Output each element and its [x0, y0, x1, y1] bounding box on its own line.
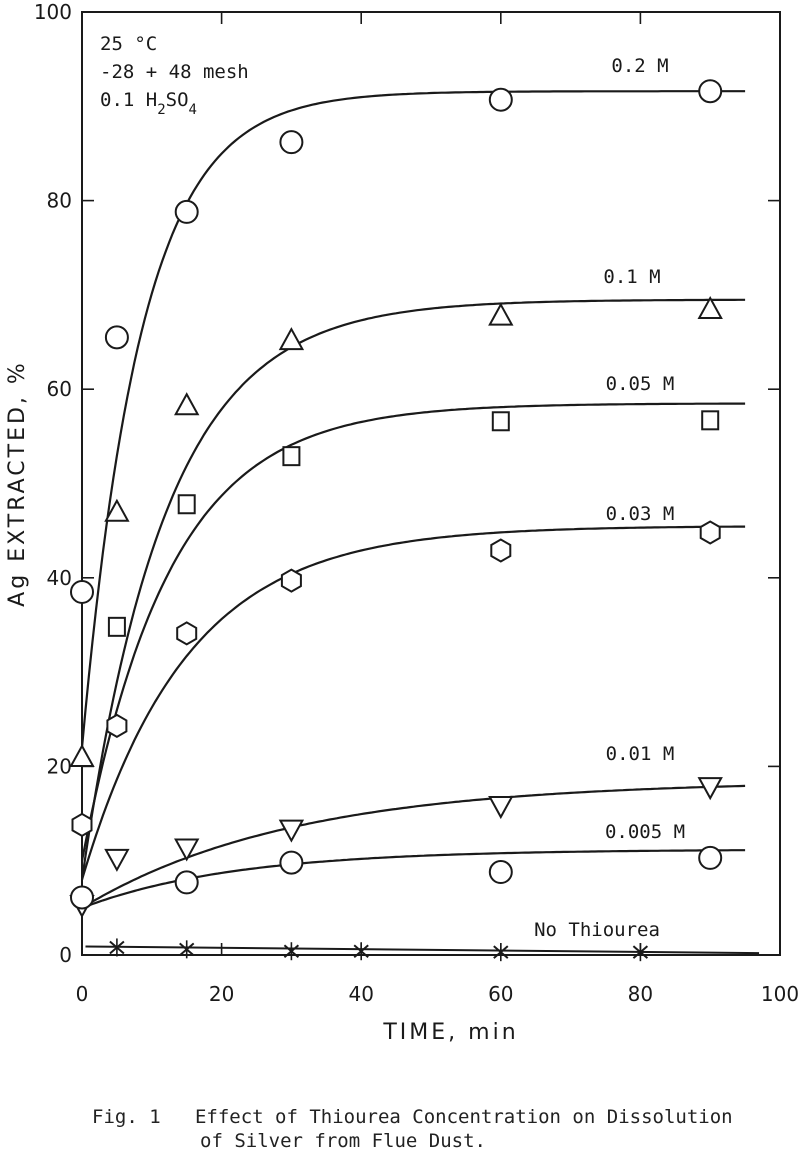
- series-label: 0.05 M: [606, 373, 675, 395]
- square-marker: [491, 411, 510, 432]
- y-tick-label: 0: [59, 943, 72, 967]
- caption-line-1: Fig. 1 Effect of Thiourea Concentration …: [92, 1106, 733, 1128]
- x-marker: [109, 938, 125, 957]
- triangle-down-marker: [174, 838, 200, 862]
- triangle-down-marker: [697, 777, 723, 801]
- series-label: No Thiourea: [534, 919, 660, 941]
- circle-marker: [174, 199, 199, 224]
- fitted-curves: [80, 90, 760, 955]
- series-label: 0.01 M: [606, 743, 675, 765]
- square-marker: [282, 446, 301, 467]
- square-marker: [107, 616, 126, 637]
- triangle-down-marker: [104, 848, 130, 872]
- hexagon-marker: [71, 812, 93, 838]
- x-tick-label: 60: [488, 982, 513, 1006]
- x-tick-label: 0: [76, 982, 89, 1006]
- conditions-text: SO: [166, 89, 189, 111]
- hexagon-marker: [176, 621, 198, 646]
- curve-no-thiourea: [85, 945, 760, 955]
- circle-marker: [104, 325, 129, 350]
- curve-0.2-m: [80, 90, 746, 748]
- triangle-up-marker: [488, 302, 514, 326]
- x-tick-label: 20: [209, 982, 234, 1006]
- data-markers: [69, 79, 723, 962]
- curve-0.01-m: [81, 784, 746, 909]
- conditions-line: -28 + 48 mesh: [100, 61, 249, 83]
- x-marker: [632, 943, 649, 962]
- subscript: 2: [157, 102, 165, 118]
- triangle-down-marker: [278, 819, 305, 843]
- series-label: 0.03 M: [606, 503, 675, 525]
- chart-labels: 0 20 40 60 80 100 0 20 40 60 80 100 TIME, min Ag EXTR…: [5, 0, 799, 1045]
- x-marker: [179, 940, 195, 959]
- x-tick-label: 100: [761, 982, 799, 1006]
- conditions-line: 25 °C: [100, 33, 157, 55]
- circle-marker: [279, 130, 304, 155]
- y-tick-label: 60: [47, 377, 72, 401]
- triangle-up-marker: [278, 327, 305, 351]
- conditions-note: 25 °C -28 + 48 mesh 0.1 H2SO4: [100, 33, 249, 118]
- x-tick-label: 80: [628, 982, 653, 1006]
- circle-marker: [174, 870, 199, 895]
- series-label: 0.005 M: [605, 821, 685, 843]
- x-marker: [353, 942, 369, 961]
- x-marker: [283, 942, 300, 961]
- figure-caption: Fig. 1 Effect of Thiourea Concentration …: [92, 1105, 792, 1153]
- hexagon-marker: [699, 520, 721, 545]
- triangle-up-marker: [174, 392, 200, 416]
- square-marker: [701, 410, 720, 431]
- axes: [81, 11, 781, 956]
- chart-figure: 0 20 40 60 80 100 0 20 40 60 80 100 TIME, min Ag EXTR…: [5, 0, 799, 1045]
- hexagon-marker: [490, 538, 512, 563]
- y-tick-label: 20: [47, 754, 72, 778]
- y-tick-label: 80: [47, 189, 72, 213]
- circle-marker: [70, 579, 94, 604]
- circle-marker: [70, 885, 94, 910]
- y-tick-label: 100: [34, 0, 72, 24]
- y-axis-title: Ag EXTRACTED, %: [5, 360, 30, 607]
- circle-marker: [488, 87, 513, 112]
- triangle-up-marker: [697, 295, 723, 320]
- square-marker: [177, 494, 196, 515]
- series-label: 0.2 M: [611, 55, 668, 77]
- triangle-down-marker: [488, 796, 514, 820]
- curve-0.03-m: [80, 525, 746, 880]
- circle-marker: [698, 79, 723, 104]
- x-tick-label: 40: [348, 982, 373, 1006]
- hexagon-marker: [106, 713, 128, 739]
- caption-line-2: of Silver from Flue Dust.: [200, 1130, 486, 1152]
- triangle-up-marker: [104, 498, 130, 522]
- series-label: 0.1 M: [603, 266, 660, 288]
- curve-0.05-m: [80, 402, 746, 861]
- plot-frame: [81, 11, 781, 956]
- conditions-line: 0.1 H2SO4: [100, 89, 197, 118]
- y-tick-label: 40: [47, 566, 72, 590]
- hexagon-marker: [280, 568, 302, 593]
- circle-marker: [488, 860, 513, 885]
- triangle-up-marker: [69, 743, 95, 767]
- subscript: 4: [189, 102, 197, 118]
- x-marker: [493, 943, 509, 962]
- curve-0.1-m: [80, 298, 746, 880]
- x-axis-title: TIME, min: [382, 1020, 518, 1045]
- circle-marker: [698, 845, 723, 870]
- circle-marker: [279, 850, 304, 875]
